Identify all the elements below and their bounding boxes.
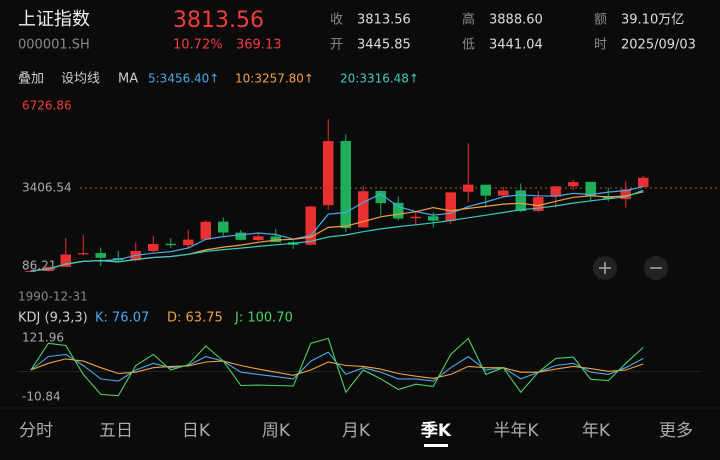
quote-value: 39.10万亿 — [621, 13, 684, 28]
candle-body — [463, 184, 474, 192]
tab[interactable]: 五日 — [99, 421, 133, 441]
y-tick-label: 121.96 — [22, 331, 64, 345]
candle-body — [533, 197, 544, 212]
candle-body — [60, 254, 71, 267]
index-name: 上证指数 — [18, 9, 90, 30]
candle-body — [183, 239, 194, 246]
y-tick-label: 3406.54 — [22, 180, 72, 194]
tab[interactable]: 季K — [421, 420, 452, 441]
quote-value: 3813.56 — [357, 13, 411, 28]
candle-body — [428, 216, 439, 221]
candle-body — [375, 190, 386, 204]
ma-label: 20:3316.48↑ — [340, 72, 419, 86]
toolbar-item[interactable]: 叠加 — [18, 72, 44, 87]
candle-body — [78, 253, 89, 255]
change: 369.13 — [236, 38, 282, 53]
y-tick-label: -10.84 — [22, 390, 61, 404]
tab[interactable]: 日K — [182, 421, 211, 441]
candle-body — [498, 190, 509, 196]
zoom-in-icon — [599, 262, 611, 274]
tab[interactable]: 周K — [262, 421, 291, 441]
quote-value: 3888.60 — [489, 13, 543, 28]
tab[interactable]: 分时 — [19, 421, 53, 441]
ma-line — [30, 189, 644, 272]
quote-value: 2025/09/03 — [621, 38, 696, 53]
tab[interactable]: 月K — [342, 421, 371, 441]
candle-body — [393, 202, 404, 219]
candle-body — [515, 190, 526, 212]
candle-body — [358, 191, 369, 228]
price: 3813.56 — [173, 8, 264, 33]
candle-body — [410, 216, 421, 219]
quote-label: 高 — [462, 12, 475, 28]
candle-body — [323, 141, 334, 206]
tab-underline — [424, 444, 448, 447]
candle-body — [585, 181, 596, 197]
quote-label: 开 — [330, 38, 343, 53]
tab[interactable]: 年K — [582, 421, 611, 441]
quote-value: 3445.85 — [357, 38, 411, 53]
candle-body — [480, 184, 491, 196]
candle-body — [620, 189, 631, 200]
candle-body — [165, 243, 176, 246]
index-code: 000001.SH — [18, 38, 90, 53]
candle-body — [550, 186, 561, 197]
candle-body — [253, 236, 264, 241]
candle-body — [200, 221, 211, 240]
candle-body — [25, 270, 36, 272]
quote-label: 低 — [462, 38, 475, 53]
y-tick-label: 6726.86 — [22, 99, 72, 113]
candle-body — [445, 192, 456, 221]
toolbar-item[interactable]: MA — [118, 72, 138, 87]
candle-body — [638, 177, 649, 188]
candle-body — [568, 182, 579, 187]
toolbar-item[interactable]: 设均线 — [61, 72, 100, 87]
candle-body — [218, 221, 229, 233]
legend-entry: K: 76.07 — [95, 311, 149, 326]
candle-body — [95, 253, 106, 258]
tab[interactable]: 半年K — [493, 421, 539, 441]
candle-body — [305, 206, 316, 245]
candle-body — [270, 236, 281, 243]
legend-entry: J: 100.70 — [234, 311, 293, 326]
candle-body — [340, 140, 351, 229]
legend-entry: D: 63.75 — [167, 311, 223, 326]
quote-label: 额 — [594, 13, 607, 28]
ma-line — [30, 186, 644, 272]
ma-label: 10:3257.80↑ — [235, 72, 314, 86]
candle-body — [148, 243, 159, 251]
date-label: 1990-12-31 — [18, 290, 88, 304]
quote-value: 3441.04 — [489, 38, 543, 53]
candle-body — [235, 232, 246, 240]
ma-label: 5:3456.40↑ — [148, 72, 219, 86]
tab[interactable]: 更多 — [659, 421, 693, 441]
quote-label: 收 — [330, 13, 343, 28]
kdj-line — [30, 337, 644, 397]
change-pct: 10.72% — [173, 38, 223, 53]
kdj-title: KDJ (9,3,3) — [18, 311, 88, 326]
quote-label: 时 — [594, 38, 607, 53]
candle-body — [113, 258, 124, 261]
